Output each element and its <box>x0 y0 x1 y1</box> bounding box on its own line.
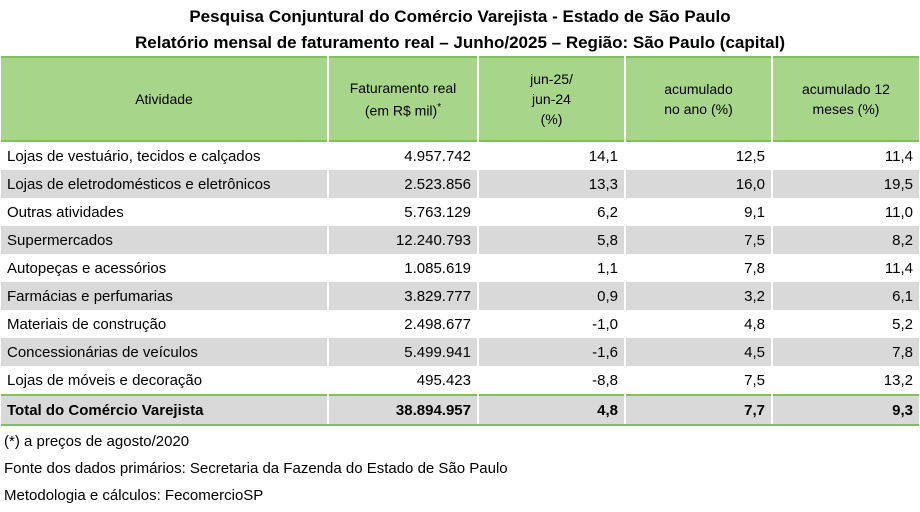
cell-revenue: 4.957.742 <box>328 141 479 170</box>
cell-12m: 19,5 <box>772 170 919 198</box>
header-yoy-line3: (%) <box>540 111 563 127</box>
total-yoy: 4,8 <box>478 394 626 426</box>
cell-activity: Lojas de móveis e decoração <box>1 366 329 395</box>
header-ytd: acumulado no ano (%) <box>625 57 773 141</box>
header-12m: acumulado 12 meses (%) <box>772 57 919 141</box>
cell-12m: 6,1 <box>772 282 919 310</box>
cell-12m: 13,2 <box>883 371 913 389</box>
table-row: Lojas de vestuário, tecidos e calçados 4… <box>1 141 919 170</box>
cell-activity: Concessionárias de veículos <box>1 338 329 366</box>
cell-12m: 11,4 <box>884 259 913 277</box>
cell-ytd: 7,5 <box>625 366 773 395</box>
total-12m: 9,3 <box>772 394 919 426</box>
footnote-prices: (*) a preços de agosto/2020 <box>4 433 190 450</box>
header-ytd-line2: no ano (%) <box>664 101 733 117</box>
cell-ytd: 3,2 <box>625 282 773 310</box>
cell-ytd: 4,8 <box>625 310 773 338</box>
cell-revenue: 3.829.777 <box>328 282 479 310</box>
cell-ytd: 7,5 <box>625 226 773 254</box>
table-row: Concessionárias de veículos 5.499.941 -1… <box>1 338 919 366</box>
cell-revenue: 12.240.793 <box>328 226 479 254</box>
table-header-row: Atividade Faturamento real (em R$ mil)* … <box>1 57 919 141</box>
table-row: Autopeças e acessórios 1.085.619 1,1 7,8… <box>1 254 919 282</box>
cell-activity: Lojas de vestuário, tecidos e calçados <box>1 141 329 170</box>
header-ytd-line1: acumulado <box>664 81 733 97</box>
cell-revenue: 5.763.129 <box>328 198 479 226</box>
cell-12m: 11,0 <box>884 203 913 221</box>
total-revenue: 38.894.957 <box>328 394 479 426</box>
header-12m-line1: acumulado 12 <box>802 81 890 97</box>
footnote-marker: * <box>437 101 442 113</box>
cell-yoy: 14,1 <box>478 141 626 170</box>
table-row: Outras atividades 5.763.129 6,2 9,1 11,0 <box>1 198 919 226</box>
cell-yoy: 1,1 <box>478 254 626 282</box>
footnote-source: Fonte dos dados primários: Secretaria da… <box>4 460 508 477</box>
table-row: Farmácias e perfumarias 3.829.777 0,9 3,… <box>1 282 919 310</box>
footnote-methodology: Metodologia e cálculos: FecomercioSP <box>4 487 264 504</box>
cell-revenue: 5.499.941 <box>328 338 479 366</box>
cell-yoy: -8,8 <box>478 366 626 395</box>
revenue-table: Atividade Faturamento real (em R$ mil)* … <box>1 56 919 426</box>
total-activity: Total do Comércio Varejista <box>1 394 329 426</box>
cell-12m: 11,4 <box>884 147 913 165</box>
header-yoy-line1: jun-25/ <box>530 71 573 87</box>
cell-ytd: 9,1 <box>625 198 773 226</box>
cell-revenue: 495.423 <box>328 366 479 395</box>
cell-activity: Materiais de construção <box>1 310 329 338</box>
cell-12m: 8,2 <box>772 226 919 254</box>
table-row: Lojas de eletrodomésticos e eletrônicos … <box>1 170 919 198</box>
table-row: Lojas de móveis e decoração 495.423 -8,8… <box>1 366 919 395</box>
cell-activity: Lojas de eletrodomésticos e eletrônicos <box>1 170 329 198</box>
cell-ytd: 4,5 <box>625 338 773 366</box>
cell-yoy: 0,9 <box>478 282 626 310</box>
cell-yoy: 5,8 <box>478 226 626 254</box>
cell-revenue: 1.085.619 <box>328 254 479 282</box>
table-row: Supermercados 12.240.793 5,8 7,5 8,2 <box>1 226 919 254</box>
cell-activity: Autopeças e acessórios <box>1 254 329 282</box>
header-revenue: Faturamento real (em R$ mil)* <box>328 57 479 141</box>
header-yoy: jun-25/ jun-24 (%) <box>478 57 626 141</box>
total-row: Total do Comércio Varejista 38.894.957 4… <box>1 394 919 426</box>
cell-ytd: 12,5 <box>625 141 773 170</box>
cell-revenue: 2.498.677 <box>328 310 479 338</box>
cell-yoy: 13,3 <box>478 170 626 198</box>
cell-12m: 7,8 <box>772 338 919 366</box>
header-revenue-line1: Faturamento real <box>349 79 457 96</box>
cell-yoy: -1,6 <box>478 338 626 366</box>
cell-revenue: 2.523.856 <box>328 170 479 198</box>
report-subtitle: Relatório mensal de faturamento real – J… <box>135 33 785 52</box>
cell-yoy: -1,0 <box>478 310 626 338</box>
header-yoy-line2: jun-24 <box>532 91 571 107</box>
cell-activity: Outras atividades <box>1 198 329 226</box>
header-revenue-line2: (em R$ mil) <box>364 102 438 119</box>
header-activity: Atividade <box>1 57 329 141</box>
footnotes: (*) a preços de agosto/2020 Fonte dos da… <box>4 428 920 509</box>
cell-yoy: 6,2 <box>478 198 626 226</box>
total-ytd: 7,7 <box>625 394 773 426</box>
table-row: Materiais de construção 2.498.677 -1,0 4… <box>1 310 919 338</box>
header-12m-line2: meses (%) <box>812 101 880 117</box>
cell-12m: 5,2 <box>892 315 913 333</box>
cell-ytd: 7,8 <box>625 254 773 282</box>
cell-ytd: 16,0 <box>625 170 773 198</box>
report-title: Pesquisa Conjuntural do Comércio Varejis… <box>189 7 731 26</box>
cell-activity: Farmácias e perfumarias <box>1 282 329 310</box>
cell-activity: Supermercados <box>1 226 329 254</box>
